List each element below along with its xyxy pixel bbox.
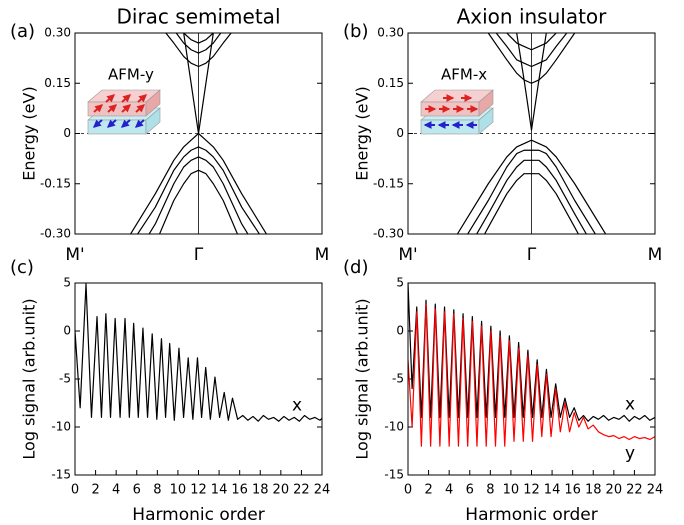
- x-tick-label: 10: [503, 483, 520, 498]
- x-tick-label: M: [315, 245, 330, 265]
- y-tick-label: -0.15: [373, 176, 404, 190]
- y-tick-label: -10: [384, 420, 404, 434]
- x-tick-label: 18: [252, 483, 269, 498]
- x-tick-label: 4: [112, 483, 120, 498]
- data-line: [158, 169, 239, 234]
- x-tick-label: 12: [523, 483, 540, 498]
- annotation: AFM-x: [441, 66, 487, 84]
- x-tick-label: 14: [544, 483, 561, 498]
- x-tick-label: 18: [585, 483, 602, 498]
- y-tick-label: 0.30: [377, 26, 404, 40]
- data-line: [495, 33, 568, 68]
- x-tick-label: 14: [211, 483, 228, 498]
- x-tick-label: 20: [606, 483, 623, 498]
- x-tick-label: 24: [314, 483, 331, 498]
- x-tick-label: 6: [133, 483, 141, 498]
- x-tick-label: M: [648, 245, 663, 265]
- data-line: [129, 132, 268, 234]
- data-line: [487, 33, 576, 84]
- inset-diagram: [420, 89, 494, 135]
- plot-frame: [407, 282, 656, 476]
- x-tick-label: 20: [273, 483, 290, 498]
- plot-frame: [407, 32, 656, 235]
- panel-label: (a): [10, 21, 35, 42]
- x-tick-label: Γ: [527, 245, 537, 265]
- data-line: [182, 33, 215, 44]
- data-line: [175, 33, 222, 54]
- x-tick-label: 8: [486, 483, 494, 498]
- y-tick-label: 0.15: [44, 76, 71, 90]
- x-tick-label: 16: [564, 483, 581, 498]
- x-tick-label: 2: [424, 483, 432, 498]
- data-line: [516, 33, 547, 131]
- x-tick-label: 6: [466, 483, 474, 498]
- y-tick-label: -0.30: [40, 227, 71, 241]
- data-line: [136, 146, 261, 234]
- x-tick-label: 22: [293, 483, 310, 498]
- y-tick-label: 0: [396, 126, 404, 140]
- y-axis-title: Log signal (arb.unit): [20, 298, 39, 459]
- data-line: [75, 283, 322, 422]
- y-axis-title: Energy (eV): [20, 86, 39, 180]
- y-tick-label: 5: [63, 276, 71, 290]
- data-line: [408, 303, 655, 447]
- x-tick-label: 4: [445, 483, 453, 498]
- y-axis-title: Energy (eV): [353, 86, 372, 180]
- data-line: [483, 173, 580, 234]
- series-label: y: [625, 444, 635, 464]
- x-tick-label: 0: [404, 483, 412, 498]
- panel-label: (c): [10, 257, 34, 278]
- y-tick-label: -0.30: [373, 227, 404, 241]
- panel: Dirac semimetal (a) -0.30 -0.15 0 0.15 0.30 M' Γ…: [10, 5, 330, 266]
- x-tick-label: 8: [153, 483, 161, 498]
- data-line: [148, 156, 249, 234]
- x-tick-label: 16: [231, 483, 248, 498]
- x-axis-title: Harmonic order: [132, 505, 264, 525]
- x-tick-label: 24: [647, 483, 664, 498]
- series-label: x: [292, 395, 302, 415]
- data-line: [165, 33, 232, 68]
- y-tick-label: 0: [396, 324, 404, 338]
- x-tick-label: M': [398, 245, 417, 265]
- x-tick-label: Γ: [194, 245, 204, 265]
- x-tick-label: 12: [190, 483, 207, 498]
- y-tick-label: -5: [392, 372, 404, 386]
- y-tick-label: -15: [51, 468, 71, 482]
- x-tick-label: 10: [170, 483, 187, 498]
- plot-frame: [74, 282, 323, 476]
- y-tick-label: -0.15: [40, 176, 71, 190]
- x-axis-title: Harmonic order: [465, 505, 597, 525]
- x-tick-label: 0: [71, 483, 79, 498]
- data-line: [408, 283, 655, 422]
- y-tick-label: 0: [63, 324, 71, 338]
- panel-label: (d): [343, 257, 368, 278]
- chart-title: Axion insulator: [457, 5, 608, 29]
- y-tick-label: -5: [59, 372, 71, 386]
- data-line: [466, 149, 597, 234]
- plot-frame: [74, 32, 323, 235]
- series-label: x: [625, 394, 635, 414]
- data-line: [456, 139, 607, 234]
- inset-diagram: [87, 89, 161, 135]
- y-tick-label: 0.15: [377, 76, 404, 90]
- x-tick-label: M': [65, 245, 84, 265]
- y-tick-label: 0.30: [44, 26, 71, 40]
- y-axis-title: Log signal (arb.unit): [353, 298, 372, 459]
- data-line: [506, 33, 557, 51]
- data-line: [476, 159, 587, 234]
- panel: Axion insulator (b) -0.30 -0.15 0 0.15 0.30 M' Γ…: [343, 5, 663, 266]
- y-tick-label: 5: [396, 276, 404, 290]
- y-tick-label: 0: [63, 126, 71, 140]
- chart-title: Dirac semimetal: [117, 5, 281, 29]
- x-tick-label: 2: [91, 483, 99, 498]
- y-tick-label: -15: [384, 468, 404, 482]
- y-tick-label: -10: [51, 420, 71, 434]
- panel-label: (b): [343, 21, 368, 42]
- annotation: AFM-y: [108, 66, 154, 84]
- x-tick-label: 22: [626, 483, 643, 498]
